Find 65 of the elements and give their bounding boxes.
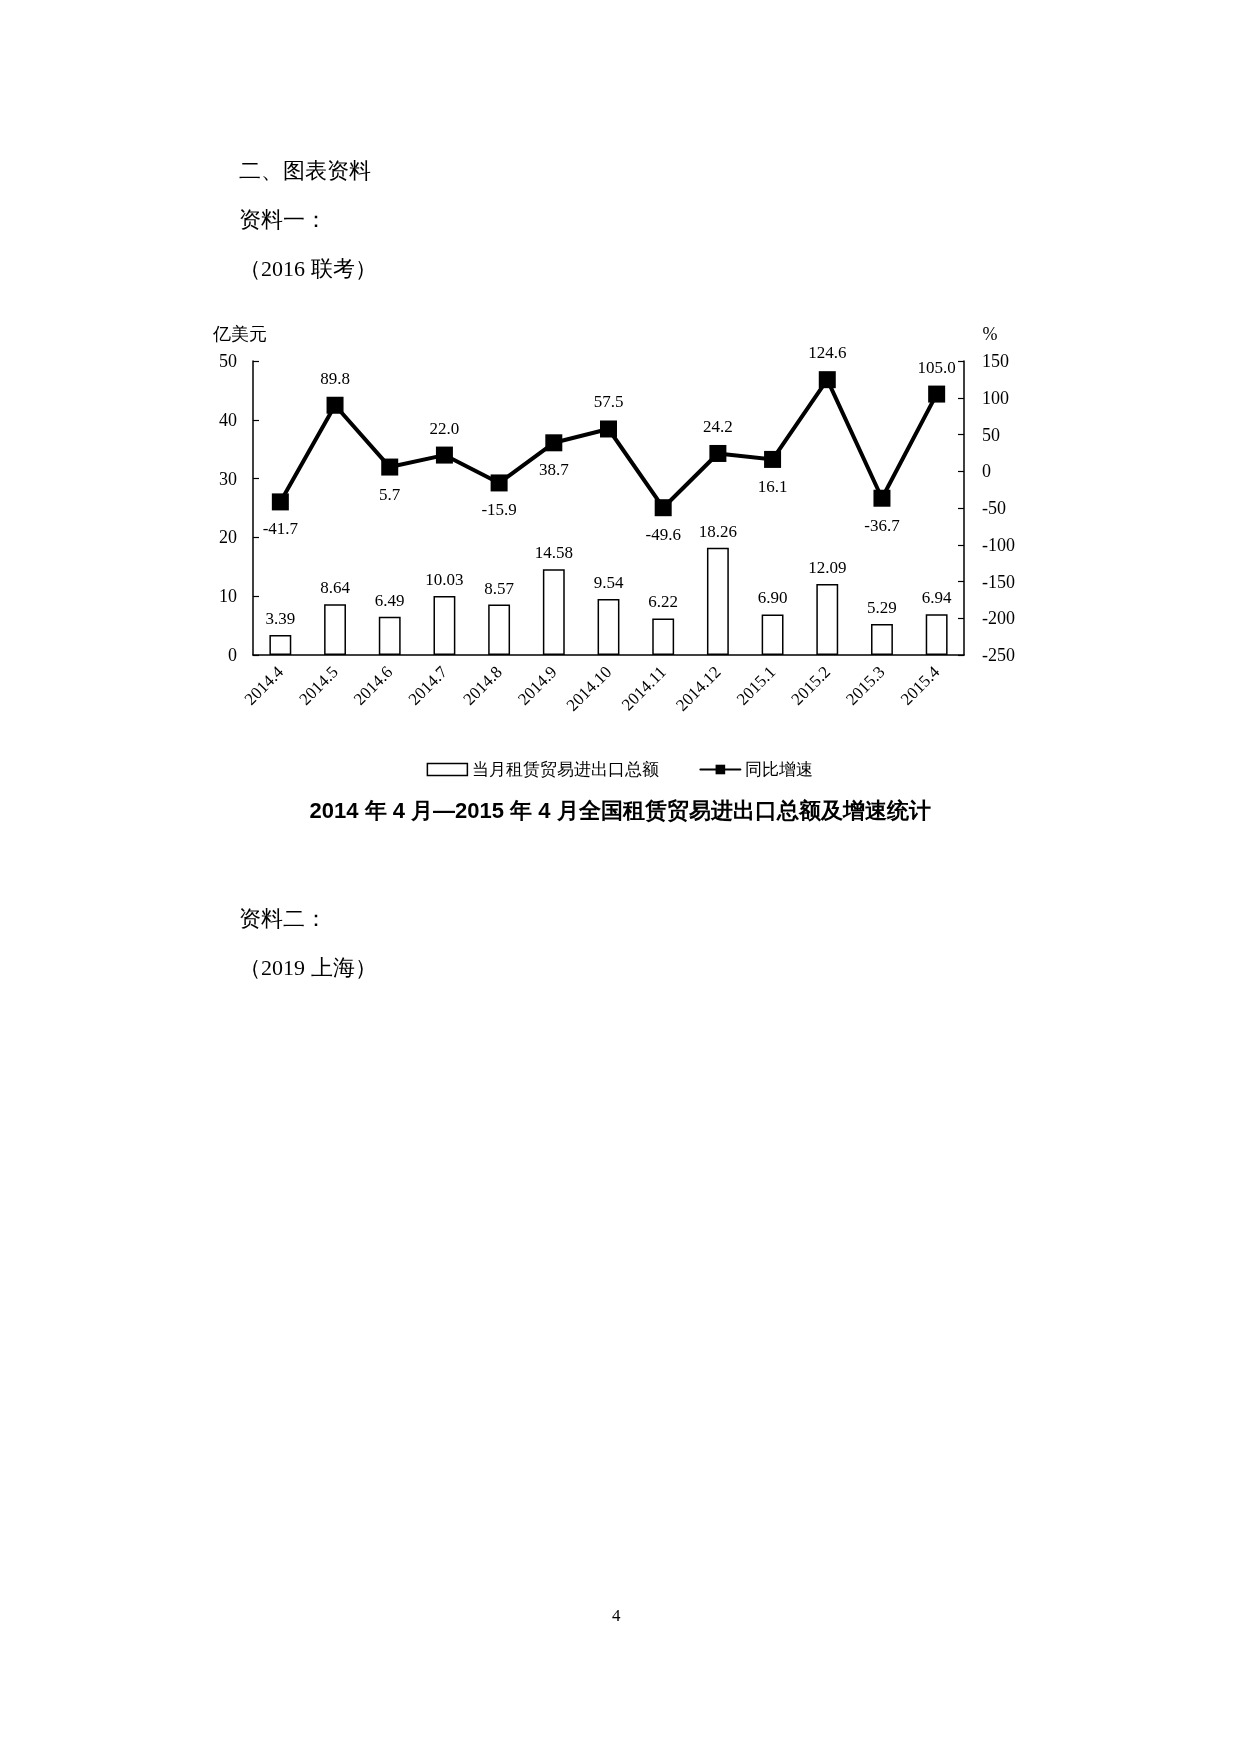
y2-tick-label: -200: [982, 608, 1015, 629]
y2-tick-label: -250: [982, 645, 1015, 665]
point: [271, 493, 289, 511]
data-label: 16.1: [757, 476, 788, 496]
data-label: 3.39: [265, 609, 296, 629]
data-label: 5.29: [867, 597, 897, 617]
data-label: 8.57: [484, 578, 515, 598]
y-tick-label: 20: [219, 527, 237, 548]
point: [928, 385, 946, 403]
data-label: -49.6: [645, 525, 681, 545]
y2-tick-label: -50: [982, 498, 1006, 518]
y-tick-label: 30: [219, 468, 237, 489]
data-label: 14.58: [534, 543, 573, 563]
legend-label: 当月租赁贸易进出口总额: [472, 760, 660, 779]
y2-tick-label: 0: [982, 461, 991, 482]
text: （2016 联考）: [239, 256, 377, 283]
point: [600, 420, 617, 438]
y2-tick-label: 150: [982, 351, 1009, 371]
y-tick-label: 50: [219, 351, 237, 371]
data-label: 38.7: [538, 460, 570, 480]
data-label: 8.64: [320, 578, 351, 598]
data-label: 6.90: [757, 588, 788, 608]
point: [490, 474, 508, 492]
data-label: -41.7: [262, 519, 299, 539]
text: （2019 上海）: [239, 955, 377, 982]
y-tick-label: 10: [219, 586, 237, 607]
data-label: 89.8: [320, 368, 350, 388]
text: 资料二：: [239, 906, 327, 933]
data-label: 9.54: [593, 572, 624, 592]
y2-tick-label: -100: [982, 534, 1015, 555]
point: [654, 499, 672, 517]
y-tick-label: 40: [219, 409, 237, 430]
point: [326, 396, 344, 414]
data-label: -15.9: [481, 500, 517, 520]
point: [381, 458, 399, 476]
data-label: 124.6: [808, 343, 847, 363]
text: 2014 年 4 月—2015 年 4 月全国租赁贸易进出口总额及增速统计: [309, 797, 931, 823]
data-label: -36.7: [864, 515, 901, 535]
text: 资料一：: [239, 207, 327, 234]
data-label: 10.03: [425, 570, 464, 590]
point: [545, 434, 563, 452]
data-label: 6.94: [921, 588, 953, 608]
text: 二、图表资料: [239, 158, 371, 185]
data-label: 57.5: [593, 392, 624, 412]
point: [709, 444, 727, 462]
y2-tick-label: 50: [982, 424, 1000, 445]
data-label: 22.0: [429, 418, 460, 438]
y2-tick-label: -150: [982, 571, 1015, 592]
y2-tick-label: 100: [982, 387, 1009, 408]
point: [873, 489, 891, 507]
data-label: 12.09: [808, 557, 847, 577]
y-tick-label: 0: [228, 645, 237, 665]
data-label: 105.0: [917, 357, 956, 377]
text: 4: [612, 1606, 621, 1627]
point: [764, 450, 782, 468]
y2-axis-title: %: [982, 324, 998, 344]
data-label: 24.2: [703, 416, 733, 436]
data-label: 18.26: [698, 521, 738, 541]
data-label: 5.7: [379, 484, 401, 504]
y-axis-title: 亿美元: [212, 324, 267, 344]
data-label: 6.49: [374, 590, 405, 610]
point: [435, 446, 453, 464]
point: [818, 371, 836, 389]
data-label: 6.22: [648, 592, 679, 612]
legend-label: 同比增速: [745, 760, 814, 779]
